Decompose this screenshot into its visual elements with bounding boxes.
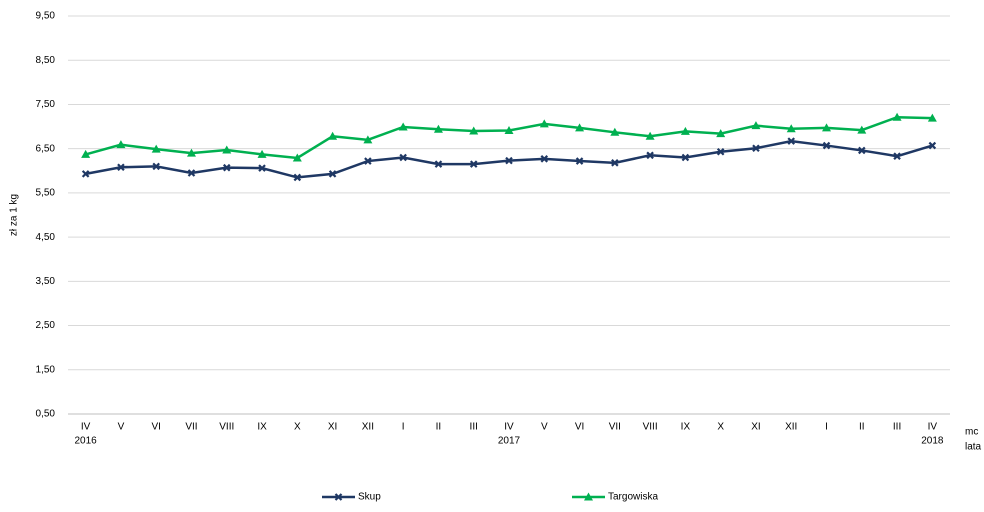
x-tick-label: IV <box>81 422 91 433</box>
x-tick-label: IV <box>928 422 938 433</box>
legend-label: Skup <box>358 492 381 503</box>
x-tick-label: II <box>436 422 442 433</box>
y-tick-label: 3,50 <box>36 276 56 287</box>
x-tick-label: VI <box>151 422 160 433</box>
x-tick-label: VIII <box>643 422 658 433</box>
y-tick-label: 9,50 <box>36 11 56 22</box>
marker <box>504 126 514 135</box>
marker <box>540 155 549 163</box>
marker <box>575 157 584 165</box>
marker <box>681 153 690 162</box>
marker <box>680 126 690 135</box>
x-tick-label: III <box>893 422 901 433</box>
year-label: 2016 <box>75 436 98 447</box>
marker <box>328 170 337 178</box>
marker <box>257 149 267 158</box>
marker <box>117 163 125 172</box>
marker <box>328 131 338 140</box>
x-tick-label: VI <box>575 422 584 433</box>
x-axis-label: mc <box>965 427 978 438</box>
x-tick-label: II <box>859 422 865 433</box>
marker <box>151 144 161 153</box>
marker <box>610 127 620 136</box>
x-tick-label: I <box>825 422 828 433</box>
y-tick-label: 4,50 <box>36 232 56 243</box>
x-tick-label: VII <box>185 422 197 433</box>
marker <box>469 126 479 135</box>
y-tick-label: 1,50 <box>36 364 56 375</box>
x-tick-label: XI <box>751 422 760 433</box>
year-label: 2018 <box>921 436 944 447</box>
marker <box>786 124 796 133</box>
y-tick-label: 0,50 <box>36 409 56 420</box>
marker <box>752 144 760 153</box>
marker <box>186 148 196 157</box>
x-tick-label: X <box>294 422 301 433</box>
y-tick-label: 7,50 <box>36 99 56 110</box>
x-tick-label: VII <box>609 422 621 433</box>
y-tick-label: 5,50 <box>36 188 56 199</box>
marker <box>787 137 796 145</box>
x-tick-label: IX <box>257 422 267 433</box>
marker <box>505 156 513 165</box>
marker <box>222 145 232 154</box>
marker <box>893 152 901 160</box>
x-tick-label: V <box>541 422 548 433</box>
marker <box>363 135 373 144</box>
marker <box>187 169 196 177</box>
legend-label: Targowiska <box>608 492 658 503</box>
marker <box>292 153 302 162</box>
marker <box>293 173 302 182</box>
marker <box>716 147 725 156</box>
x-tick-label: V <box>118 422 125 433</box>
y-axis-label: zł za 1 kg <box>9 194 20 236</box>
marker <box>399 153 407 162</box>
marker <box>857 125 867 134</box>
marker <box>469 160 478 168</box>
y-tick-label: 2,50 <box>36 320 56 331</box>
marker <box>398 122 408 131</box>
marker <box>646 151 654 160</box>
marker <box>822 141 831 150</box>
marker <box>222 163 231 172</box>
marker <box>434 160 443 168</box>
series-line <box>85 116 933 160</box>
marker <box>822 123 832 132</box>
marker <box>751 121 761 130</box>
x-tick-label: XII <box>362 422 374 433</box>
x-axis-label-2: lata <box>965 442 982 453</box>
marker <box>152 162 160 171</box>
marker <box>928 141 937 150</box>
marker <box>716 129 726 138</box>
marker <box>892 112 902 121</box>
marker <box>81 170 90 178</box>
x-tick-label: I <box>402 422 405 433</box>
marker <box>645 131 655 140</box>
marker <box>611 159 619 167</box>
x-tick-label: VIII <box>219 422 234 433</box>
marker <box>116 140 126 149</box>
marker <box>81 149 91 158</box>
x-tick-label: XI <box>328 422 337 433</box>
marker <box>334 493 343 501</box>
x-tick-label: X <box>717 422 724 433</box>
x-tick-label: XII <box>785 422 797 433</box>
y-tick-label: 8,50 <box>36 55 56 66</box>
y-tick-label: 6,50 <box>36 143 56 154</box>
x-tick-label: IV <box>504 422 514 433</box>
marker <box>258 164 266 172</box>
marker <box>575 123 585 132</box>
year-label: 2017 <box>498 436 521 447</box>
marker <box>433 124 443 133</box>
marker <box>364 157 372 165</box>
marker <box>584 492 593 501</box>
marker <box>858 146 866 155</box>
marker <box>927 113 937 122</box>
x-tick-label: IX <box>681 422 691 433</box>
marker <box>539 119 549 128</box>
x-tick-label: III <box>470 422 478 433</box>
